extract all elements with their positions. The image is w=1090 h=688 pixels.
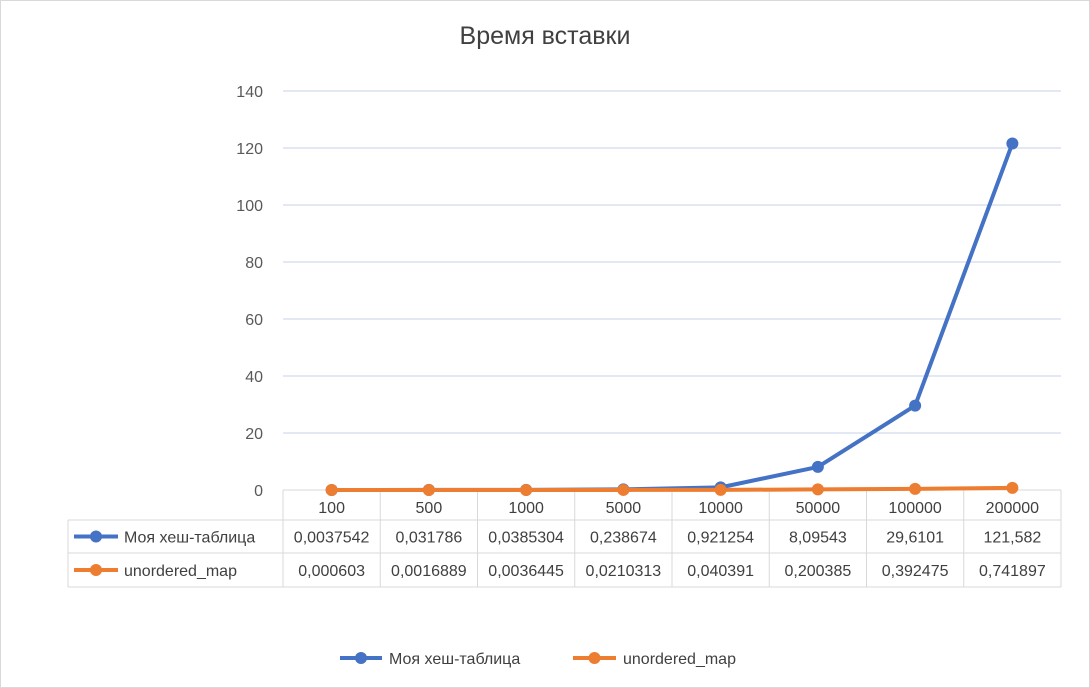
table-cell-value: 0,0385304 xyxy=(488,530,564,547)
x-category-label: 1000 xyxy=(508,500,544,517)
x-category-label: 100 xyxy=(318,500,345,517)
series-marker xyxy=(811,483,824,496)
y-tick-label: 60 xyxy=(245,312,263,329)
y-tick-label: 80 xyxy=(245,255,263,272)
table-series-name: unordered_map xyxy=(124,563,237,580)
series-line xyxy=(329,141,1015,492)
x-category-label: 200000 xyxy=(986,500,1039,517)
x-category-label: 5000 xyxy=(606,500,642,517)
series-line xyxy=(329,485,1015,492)
table-cell-value: 0,741897 xyxy=(979,563,1046,580)
series-marker xyxy=(714,483,727,496)
table-cell-value: 0,0016889 xyxy=(391,563,467,580)
legend-key-marker xyxy=(355,652,367,664)
y-tick-label: 120 xyxy=(236,141,263,158)
series-marker xyxy=(909,399,922,412)
y-tick-label: 140 xyxy=(236,84,263,101)
y-tick-label: 100 xyxy=(236,198,263,215)
table-legend-key-marker xyxy=(90,564,102,576)
table-cell-value: 0,200385 xyxy=(785,563,852,580)
table-legend-key-marker xyxy=(90,530,102,543)
series-marker xyxy=(1006,137,1019,150)
y-tick-label: 20 xyxy=(245,426,263,443)
chart-title: Время вставки xyxy=(459,22,631,50)
series-marker xyxy=(811,460,824,473)
table-cell-value: 0,392475 xyxy=(882,563,949,580)
legend-label: unordered_map xyxy=(623,651,736,668)
table-cell-value: 0,031786 xyxy=(396,530,463,547)
table-series-name: Моя хеш-таблица xyxy=(124,530,255,547)
table-cell-value: 29,6101 xyxy=(886,530,944,547)
table-cell-value: 8,09543 xyxy=(789,530,847,547)
table-cell-value: 0,0037542 xyxy=(294,530,370,547)
legend-key-marker xyxy=(588,652,601,664)
table-cell-value: 0,0210313 xyxy=(586,563,662,580)
legend-label: Моя хеш-таблица xyxy=(389,651,520,668)
y-tick-label: 40 xyxy=(245,369,263,386)
series-marker xyxy=(617,483,630,496)
x-category-label: 50000 xyxy=(796,500,841,517)
x-category-label: 100000 xyxy=(888,500,941,517)
table-cell-value: 0,238674 xyxy=(590,530,657,547)
table-cell-value: 0,921254 xyxy=(687,530,754,547)
table-cell-value: 121,582 xyxy=(983,530,1041,547)
table-cell-value: 0,040391 xyxy=(687,563,754,580)
series-marker xyxy=(1006,481,1019,494)
series-marker xyxy=(520,483,533,496)
x-category-label: 10000 xyxy=(698,500,743,517)
series-marker xyxy=(909,482,922,495)
series-marker xyxy=(325,483,338,496)
table-cell-value: 0,0036445 xyxy=(488,563,564,580)
x-category-label: 500 xyxy=(416,500,443,517)
table-cell-value: 0,000603 xyxy=(298,563,365,580)
series-marker xyxy=(422,483,435,496)
y-tick-label: 0 xyxy=(254,483,263,500)
